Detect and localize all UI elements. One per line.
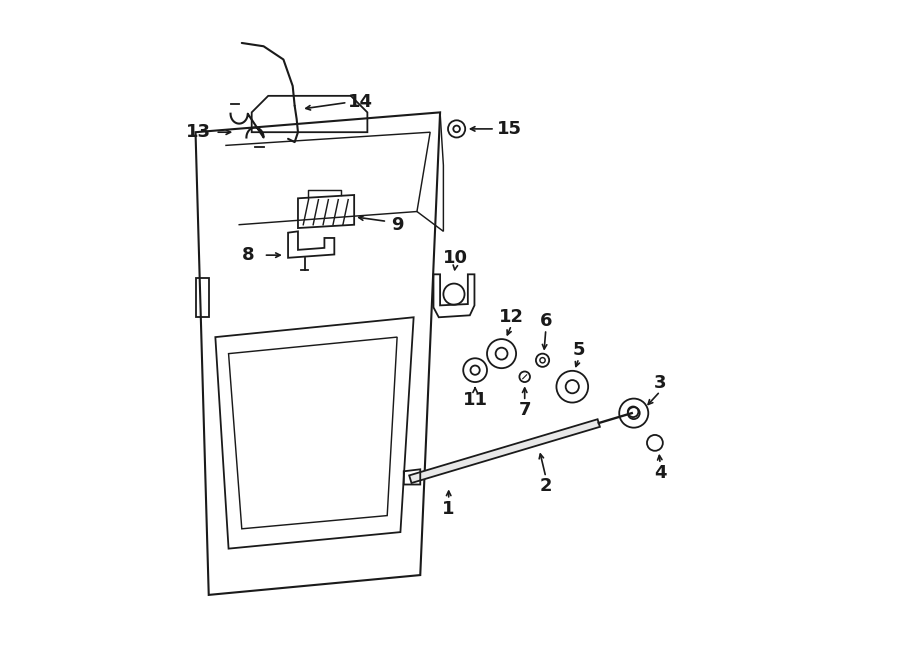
Text: 1: 1 xyxy=(443,500,454,518)
Text: 5: 5 xyxy=(572,341,585,360)
Text: 3: 3 xyxy=(654,374,666,393)
Text: 10: 10 xyxy=(443,249,468,267)
Text: 11: 11 xyxy=(463,391,488,409)
Text: 7: 7 xyxy=(518,401,531,419)
Text: 8: 8 xyxy=(242,246,255,264)
Text: 4: 4 xyxy=(654,463,666,482)
Text: 12: 12 xyxy=(499,308,524,327)
Polygon shape xyxy=(410,419,600,483)
Text: 6: 6 xyxy=(540,311,552,330)
Text: 13: 13 xyxy=(186,123,211,141)
Text: 9: 9 xyxy=(391,215,403,234)
Text: 15: 15 xyxy=(497,120,522,138)
Text: 14: 14 xyxy=(348,93,374,112)
Text: 2: 2 xyxy=(540,477,552,495)
